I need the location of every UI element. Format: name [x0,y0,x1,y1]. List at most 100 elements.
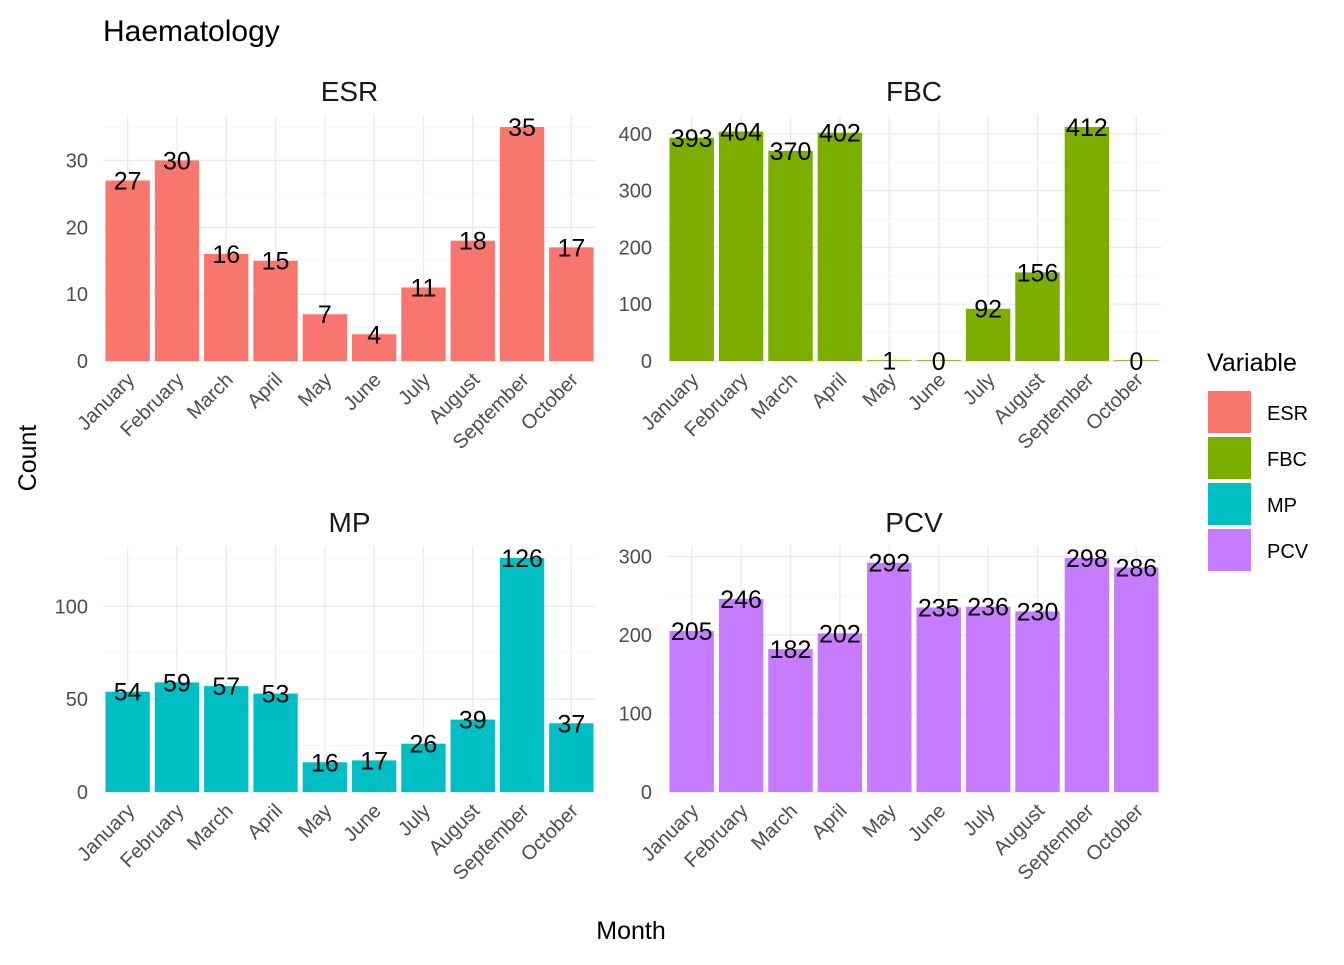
bar-value-label: 37 [557,710,585,738]
x-tick-label: April [243,369,287,413]
bar-fbc-may [867,360,912,361]
bar-value-label: 17 [557,234,585,262]
bar-pcv-october [1114,567,1159,792]
x-tick-label: May [859,800,901,842]
bar-value-label: 298 [1066,545,1108,573]
bar-value-label: 54 [114,679,142,707]
bar-fbc-march [768,150,813,361]
bar-pcv-may [867,562,912,792]
x-tick-label: July [394,800,435,841]
bar-esr-july [401,287,446,361]
y-tick-label: 400 [619,124,652,146]
x-tick-label: April [243,800,287,844]
bar-value-label: 202 [819,620,861,648]
x-tick-label: May [294,369,336,411]
bar-fbc-april [817,132,863,361]
y-tick-label: 300 [619,181,652,203]
bar-mp-march [204,686,249,792]
bar-value-label: 26 [410,731,438,759]
bar-mp-july [401,743,446,792]
bar-value-label: 30 [163,147,191,175]
x-tick-label: April [808,369,852,413]
y-tick-label: 20 [66,217,88,239]
bar-value-label: 92 [974,296,1002,324]
bar-value-label: 402 [819,120,861,148]
bar-esr-may [302,314,348,361]
bar-pcv-july [965,606,1011,792]
bar-value-label: 18 [459,228,487,256]
bar-value-label: 4 [367,321,381,349]
bar-esr-january [105,180,150,361]
bar-mp-april [253,693,298,792]
bar-fbc-august [1015,272,1060,361]
y-tick-label: 100 [619,294,652,316]
bar-value-label: 393 [671,125,713,153]
y-tick-label: 50 [66,689,88,711]
bar-value-label: 16 [212,241,240,269]
bar-mp-june [351,760,397,792]
bar-value-label: 235 [918,594,960,622]
bar-esr-february [154,160,200,361]
y-tick-label: 100 [619,703,652,725]
bar-value-label: 7 [318,301,332,329]
legend: Variable ESR FBC MP PCV [1207,349,1309,571]
bar-value-label: 286 [1115,554,1157,582]
bar-value-label: 35 [508,114,536,142]
x-tick-label: June [339,800,385,846]
bar-value-label: 39 [459,707,487,735]
legend-label: PCV [1267,541,1309,563]
bar-esr-october [549,247,594,361]
bar-value-label: 370 [770,138,812,166]
legend-key-mp [1208,483,1251,525]
x-tick-label: May [294,800,336,842]
bar-fbc-september [1064,127,1110,361]
bar-esr-april [253,260,298,361]
x-axis-title: Month [596,917,665,945]
bar-mp-september [499,558,545,792]
y-tick-label: 0 [641,782,652,804]
x-tick-label: June [339,369,385,415]
bar-pcv-february [718,598,764,792]
x-tick-label: March [747,369,802,424]
bar-value-label: 53 [262,681,290,709]
bar-esr-september [499,127,545,361]
bar-mp-october [549,723,594,792]
y-tick-label: 0 [77,782,88,804]
bar-value-label: 246 [720,586,762,614]
bar-value-label: 0 [932,348,946,376]
bar-pcv-april [817,633,863,792]
bar-value-label: 17 [360,747,388,775]
bar-pcv-september [1064,558,1110,792]
bar-value-label: 11 [410,274,436,302]
bar-value-label: 15 [262,248,290,276]
legend-key-fbc [1208,437,1251,479]
legend-key-esr [1208,391,1251,433]
x-tick-label: March [747,800,802,855]
bar-value-label: 182 [770,636,812,664]
bar-value-label: 0 [1129,348,1143,376]
bar-value-label: 1 [882,347,896,375]
legend-label: MP [1267,495,1297,517]
x-tick-label: March [183,800,238,855]
bar-esr-june [351,334,397,361]
bar-value-label: 59 [163,669,191,697]
y-axis-title: Count [14,425,42,492]
facet-title: PCV [885,507,943,538]
bar-esr-march [204,254,249,361]
facet-title: FBC [886,76,942,107]
bar-fbc-july [965,308,1011,361]
bar-value-label: 230 [1017,598,1059,626]
facet-title: ESR [321,76,379,107]
y-tick-label: 30 [66,150,88,172]
bar-value-label: 27 [114,167,142,195]
bar-fbc-june [916,360,961,361]
legend-label: ESR [1267,403,1308,425]
bar-esr-august [450,240,495,361]
bar-pcv-march [768,649,813,792]
legend-label: FBC [1267,449,1307,471]
legend-title: Variable [1207,349,1297,377]
bar-value-label: 57 [212,673,240,701]
